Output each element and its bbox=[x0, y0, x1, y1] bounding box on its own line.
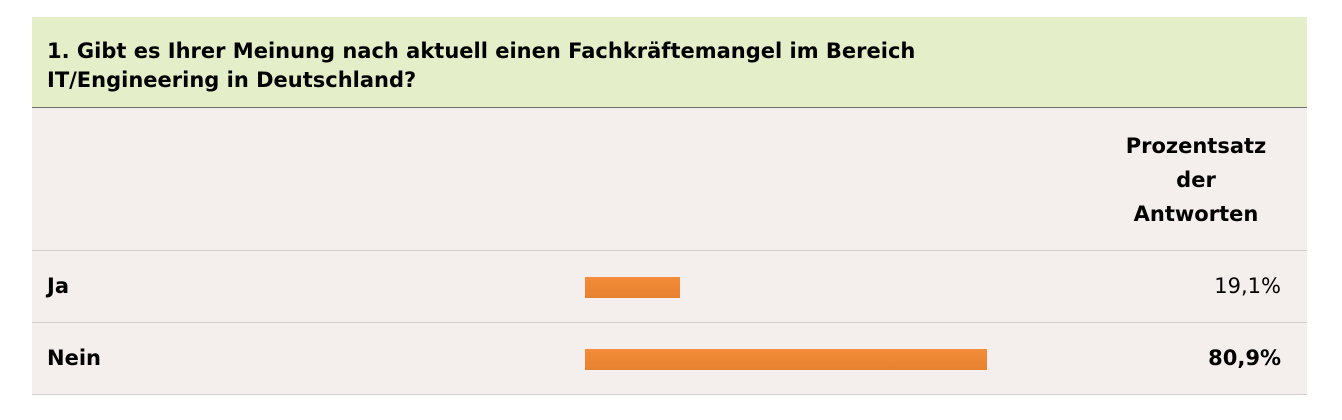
header-word: der bbox=[1176, 168, 1216, 192]
answer-label: Nein bbox=[47, 346, 101, 370]
percentage-column-header: Prozentsatz der Antworten bbox=[1111, 129, 1281, 231]
answer-row-nein: Nein 80,9% bbox=[32, 323, 1307, 395]
column-header-row: Prozentsatz der Antworten bbox=[32, 108, 1307, 251]
question-header: 1. Gibt es Ihrer Meinung nach aktuell ei… bbox=[32, 17, 1307, 108]
answer-row-ja: Ja 19,1% bbox=[32, 251, 1307, 323]
answer-bar bbox=[585, 277, 680, 298]
survey-question-card: 1. Gibt es Ihrer Meinung nach aktuell ei… bbox=[32, 17, 1307, 395]
answer-percentage: 80,9% bbox=[1208, 346, 1281, 370]
answer-label: Ja bbox=[47, 274, 69, 298]
header-word: Prozentsatz bbox=[1125, 134, 1267, 158]
answer-bar bbox=[585, 349, 988, 370]
answer-percentage: 19,1% bbox=[1214, 274, 1281, 298]
question-title-line-2: IT/Engineering in Deutschland? bbox=[47, 68, 417, 92]
question-title-line-1: 1. Gibt es Ihrer Meinung nach aktuell ei… bbox=[47, 39, 916, 63]
header-word: Antworten bbox=[1133, 202, 1259, 226]
results-table: Prozentsatz der Antworten Ja 19,1% Nein … bbox=[32, 108, 1307, 395]
